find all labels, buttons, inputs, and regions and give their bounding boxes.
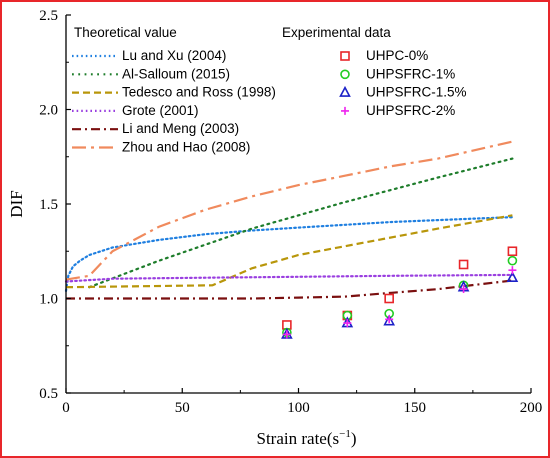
y-tick-label: 2.5 (39, 8, 58, 24)
data-point-uhpsfrc-2 (508, 266, 517, 275)
legend-label-al-salloum-2015: Al-Salloum (2015) (122, 66, 230, 81)
legend-layer: Theoretical value Lu and Xu (2004) Al-Sall… (72, 25, 467, 155)
series-layer (64, 140, 514, 300)
y-tick-label: 0.5 (39, 386, 58, 402)
data-point-uhpsfrc-2 (459, 285, 468, 294)
legend-label-uhpsfrc-1: UHPSFRC-1% (366, 66, 455, 81)
data-point-uhpc-0 (458, 259, 469, 270)
x-axis-title: Strain rate(s−1) (257, 428, 357, 448)
legend-label-li-and-meng-2003: Li and Meng (2003) (122, 121, 239, 136)
legend-label-grote-2001: Grote (2001) (122, 103, 199, 118)
legend-marker-uhpsfrc-1-5 (339, 85, 351, 97)
legend-group-title-experimental: Experimental data (282, 25, 391, 40)
series-line-al-salloum-2015 (88, 157, 514, 289)
y-axis-title: DIF (7, 190, 26, 217)
legend-label-uhpsfrc-2: UHPSFRC-2% (366, 103, 455, 118)
legend-label-lu-and-xu-2004: Lu and Xu (2004) (122, 48, 226, 63)
series-line-tedesco-and-ross-1998 (65, 214, 513, 289)
x-tick-label: 200 (520, 400, 543, 416)
y-tick-label: 2.0 (39, 103, 58, 119)
series-line-grote-2001 (64, 273, 514, 283)
data-point-uhpsfrc-1-5 (506, 271, 519, 283)
data-point-uhpc-0 (507, 246, 518, 257)
x-tick-label: 0 (62, 400, 70, 416)
legend-label-zhou-and-hao-2008: Zhou and Hao (2008) (122, 140, 250, 155)
legend-label-uhpc-0: UHPC-0% (366, 48, 428, 63)
data-point-uhpsfrc-1-5 (383, 314, 396, 326)
axes-layer: 0 50 100 150 200 0.5 1.0 1.5 2.0 2.5 Strain rate(s… (7, 8, 542, 448)
data-point-uhpsfrc-2 (282, 330, 291, 339)
legend-group-title-theoretical: Theoretical value (74, 25, 177, 40)
legend-marker-uhpc-0 (340, 51, 350, 61)
legend-marker-uhpsfrc-1 (340, 69, 350, 80)
x-tick-label: 150 (404, 400, 427, 416)
marker-layer (281, 246, 519, 339)
legend-label-uhpsfrc-1-5: UHPSFRC-1.5% (366, 85, 467, 100)
data-point-uhpc-0 (384, 293, 394, 304)
y-tick-label: 1.5 (39, 197, 58, 213)
legend-marker-uhpsfrc-2 (341, 106, 349, 115)
series-line-lu-and-xu-2004 (64, 216, 514, 292)
legend-label-tedesco-and-ross-1998: Tedesco and Ross (1998) (122, 85, 276, 100)
data-point-uhpsfrc-2 (343, 319, 352, 328)
series-line-zhou-and-hao-2008 (65, 140, 513, 281)
series-line-li-and-meng-2003 (66, 279, 513, 300)
data-point-uhpsfrc-2 (385, 315, 394, 324)
y-tick-label: 1.0 (39, 292, 58, 308)
x-tick-label: 100 (287, 400, 310, 416)
x-tick-label: 50 (175, 400, 190, 416)
data-point-uhpsfrc-1 (507, 255, 518, 266)
